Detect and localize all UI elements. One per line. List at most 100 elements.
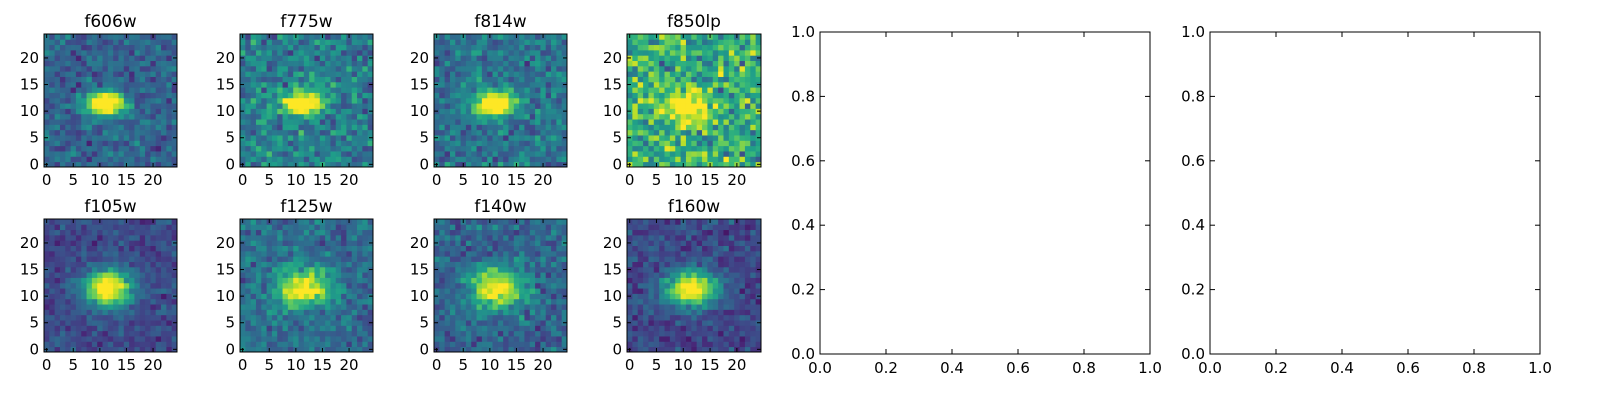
heatmap-cell bbox=[702, 282, 708, 289]
heatmap-cell bbox=[75, 87, 82, 93]
heatmap-cell bbox=[653, 341, 660, 348]
heatmap-cell bbox=[444, 60, 451, 67]
heatmap-cell bbox=[455, 261, 461, 268]
heatmap-cell bbox=[734, 97, 740, 104]
heatmap-cell bbox=[271, 261, 278, 268]
heatmap-cell bbox=[637, 156, 644, 163]
heatmap-cell bbox=[664, 151, 671, 157]
heatmap-cell bbox=[303, 282, 310, 289]
heatmap-cell bbox=[728, 97, 735, 104]
heatmap-cell bbox=[75, 60, 82, 67]
heatmap-cell bbox=[503, 288, 509, 294]
heatmap-cell bbox=[113, 304, 119, 310]
heatmap-cell bbox=[166, 272, 173, 278]
heatmap-cell bbox=[314, 156, 321, 163]
heatmap-cell bbox=[325, 261, 331, 268]
heatmap-cell bbox=[439, 108, 446, 115]
heatmap-cell bbox=[357, 145, 363, 152]
heatmap-cell bbox=[54, 219, 61, 225]
heatmap-cell bbox=[718, 140, 724, 147]
heatmap-cell bbox=[282, 229, 289, 236]
heatmap-cell bbox=[287, 60, 294, 67]
heatmap-cell bbox=[362, 304, 369, 310]
heatmap-cell bbox=[277, 272, 283, 278]
heatmap-cell bbox=[455, 224, 461, 231]
heatmap-cell bbox=[492, 39, 499, 46]
heatmap-cell bbox=[75, 92, 82, 99]
heatmap-cell bbox=[351, 304, 358, 310]
heatmap-cell bbox=[476, 261, 483, 268]
heatmap-cell bbox=[718, 309, 724, 316]
heatmap-cell bbox=[362, 140, 369, 147]
heatmap-cell bbox=[166, 44, 173, 51]
heatmap-cell bbox=[434, 304, 440, 310]
heatmap-cell bbox=[49, 81, 56, 88]
heatmap-cell bbox=[508, 60, 515, 67]
heatmap-cell bbox=[460, 65, 467, 72]
heatmap-cell bbox=[723, 140, 730, 147]
heatmap-cell bbox=[357, 229, 363, 236]
heatmap-cell bbox=[362, 65, 369, 72]
heatmap-cell bbox=[325, 229, 331, 236]
heatmap-cell bbox=[707, 293, 714, 300]
heatmap-cell bbox=[314, 87, 321, 93]
heatmap-cell bbox=[449, 266, 456, 273]
heatmap-cell bbox=[171, 76, 178, 83]
heatmap-cell bbox=[245, 240, 252, 246]
heatmap-cell bbox=[155, 229, 162, 236]
heatmap-cell bbox=[59, 304, 66, 310]
heatmap-cell bbox=[508, 330, 515, 337]
heatmap-cell bbox=[702, 103, 708, 109]
heatmap-cell bbox=[309, 39, 315, 46]
heatmap-cell bbox=[75, 71, 82, 77]
heatmap-cell bbox=[653, 55, 660, 61]
heatmap-cell bbox=[540, 87, 547, 93]
heatmap-cell bbox=[357, 320, 363, 326]
heatmap-cell bbox=[439, 103, 446, 109]
heatmap-cell bbox=[49, 71, 56, 77]
heatmap-cell bbox=[319, 97, 326, 104]
heatmap-cell bbox=[471, 97, 477, 104]
heatmap-cell bbox=[91, 103, 98, 109]
heatmap-cell bbox=[102, 87, 109, 93]
heatmap-cell bbox=[107, 250, 114, 257]
heatmap-cell bbox=[86, 71, 93, 77]
heatmap-cell bbox=[545, 108, 552, 115]
heatmap-cell bbox=[325, 145, 331, 152]
heatmap-cell bbox=[303, 76, 310, 83]
heatmap-cell bbox=[271, 234, 278, 241]
heatmap-cell bbox=[519, 81, 525, 88]
heatmap-cell bbox=[680, 124, 687, 131]
heatmap-cell bbox=[632, 113, 639, 120]
heatmap-cell bbox=[314, 309, 321, 316]
heatmap-cell bbox=[107, 145, 114, 152]
heatmap-cell bbox=[513, 250, 520, 257]
heatmap-cell bbox=[524, 256, 531, 262]
heatmap-cell bbox=[434, 103, 440, 109]
heatmap-cell bbox=[44, 151, 50, 157]
heatmap-cell bbox=[287, 341, 294, 348]
heatmap-cell bbox=[102, 92, 109, 99]
heatmap-cell bbox=[255, 261, 262, 268]
heatmap-cell bbox=[481, 145, 488, 152]
heatmap-cell bbox=[465, 229, 472, 236]
heatmap-cell bbox=[129, 330, 135, 337]
heatmap-cell bbox=[545, 87, 552, 93]
heatmap-cell bbox=[49, 113, 56, 120]
heatmap-cell bbox=[271, 71, 278, 77]
heatmap-cell bbox=[637, 293, 644, 300]
heatmap-cell bbox=[643, 81, 649, 88]
heatmap-cell bbox=[134, 304, 141, 310]
heatmap-cell bbox=[444, 161, 451, 168]
heatmap-cell bbox=[728, 44, 735, 51]
heatmap-cell bbox=[561, 156, 568, 163]
heatmap-cell bbox=[335, 346, 342, 353]
heatmap-cell bbox=[261, 250, 267, 257]
heatmap-cell bbox=[145, 250, 151, 257]
heatmap-cell bbox=[266, 135, 273, 141]
heatmap-cell bbox=[718, 97, 724, 104]
heatmap-cell bbox=[685, 288, 692, 294]
heatmap-cell bbox=[439, 219, 446, 225]
heatmap-cell bbox=[330, 119, 337, 125]
heatmap-cell bbox=[261, 256, 267, 262]
